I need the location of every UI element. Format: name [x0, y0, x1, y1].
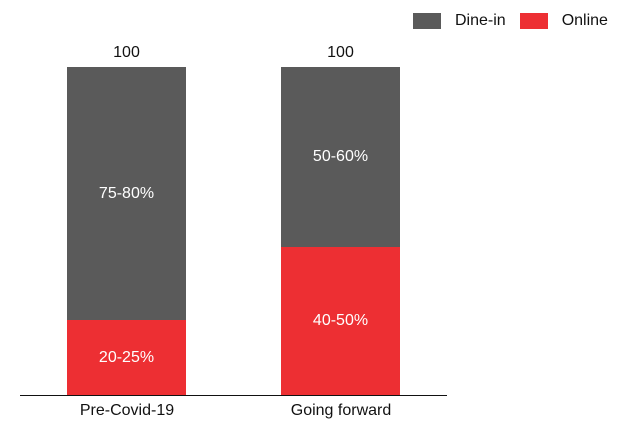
x-axis-line — [20, 395, 447, 396]
x-tick-going-forward: Going forward — [290, 402, 392, 419]
bar-going-forward: 50-60% 40-50% — [281, 67, 400, 395]
segment-dine-in: 75-80% — [67, 67, 186, 320]
legend-swatch-dine-in — [413, 13, 441, 29]
total-label-going-forward: 100 — [327, 44, 354, 61]
legend-label-dine-in: Dine-in — [455, 12, 506, 29]
legend-swatch-online — [519, 13, 548, 29]
segment-online: 40-50% — [281, 247, 400, 395]
legend: Dine-in Online — [413, 12, 622, 30]
bar-pre-covid: 75-80% 20-25% — [67, 67, 186, 395]
legend-label-online: Online — [561, 12, 608, 29]
x-tick-pre-covid: Pre-Covid-19 — [79, 402, 175, 419]
total-label-pre-covid: 100 — [113, 44, 140, 61]
segment-dine-in: 50-60% — [281, 67, 400, 247]
segment-online: 20-25% — [67, 320, 186, 395]
